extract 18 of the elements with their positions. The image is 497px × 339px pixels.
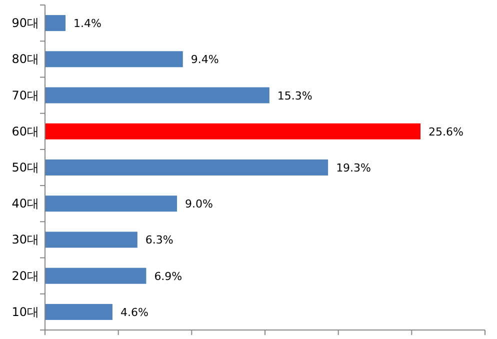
y-tick-label: 70대 bbox=[12, 88, 39, 102]
y-tick-label: 10대 bbox=[12, 304, 39, 319]
data-label: 6.3% bbox=[145, 234, 174, 247]
y-tick-label: 20대 bbox=[12, 268, 39, 283]
data-label: 6.9% bbox=[154, 270, 182, 283]
y-tick-label: 40대 bbox=[12, 196, 39, 211]
y-tick-label: 50대 bbox=[12, 160, 39, 174]
data-label: 1.4% bbox=[74, 17, 102, 30]
data-label: 15.3% bbox=[277, 89, 312, 102]
y-tick-label: 30대 bbox=[12, 232, 39, 247]
data-label: 19.3% bbox=[336, 162, 372, 174]
data-label: 9.0% bbox=[185, 198, 213, 211]
data-label: 25.6% bbox=[428, 125, 464, 138]
y-tick-label: 90대 bbox=[12, 16, 39, 30]
y-tick-label: 60대 bbox=[12, 124, 39, 138]
data-label: 9.4% bbox=[190, 53, 219, 66]
data-label: 4.6% bbox=[120, 306, 148, 319]
y-tick-label: 80대 bbox=[12, 52, 39, 66]
